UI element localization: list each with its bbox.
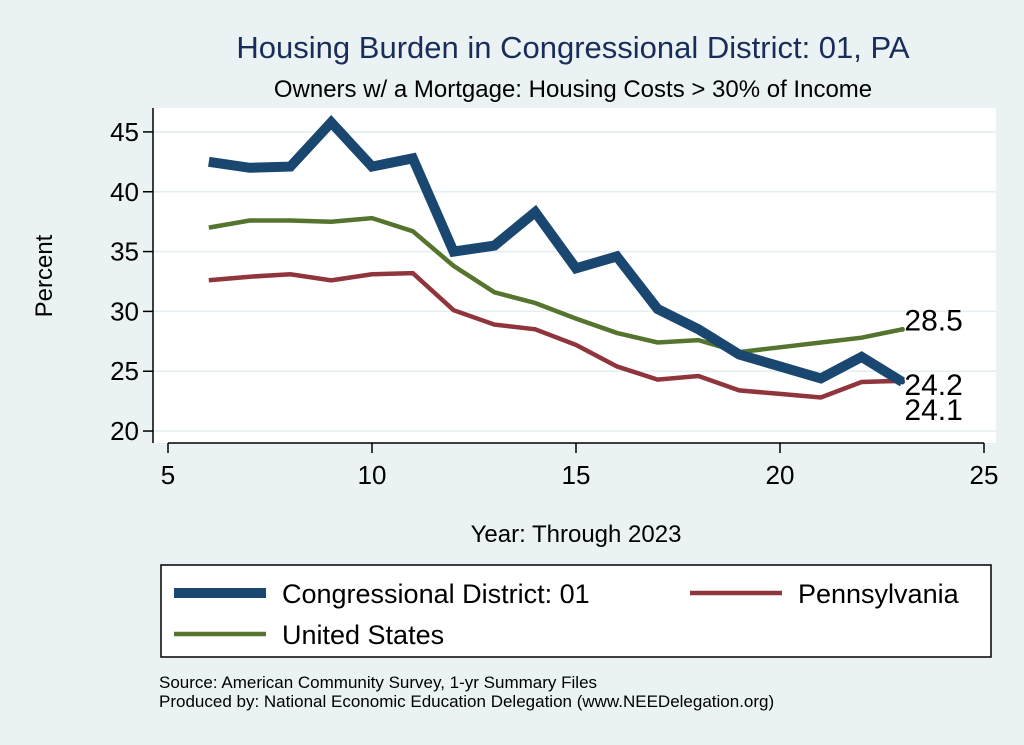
producer-note: Produced by: National Economic Education…: [159, 692, 774, 711]
y-tick-label: 45: [110, 117, 139, 147]
series-line: [208, 270, 903, 400]
x-tick-label: 25: [970, 460, 999, 490]
series-end-marker: [899, 326, 905, 332]
x-tick-label: 15: [562, 460, 591, 490]
y-tick-label: 30: [110, 296, 139, 326]
series-line: [208, 215, 903, 355]
series-lines: [208, 115, 906, 400]
legend-label: United States: [282, 620, 444, 650]
x-tick-label: 20: [766, 460, 795, 490]
legend: [160, 564, 992, 658]
axes: 20 25 30 35 40 45 5 10 15 20 25: [110, 108, 998, 490]
series-line: [208, 115, 906, 387]
x-tick-label: 10: [358, 460, 387, 490]
x-axis-label: Year: Through 2023: [471, 521, 682, 548]
source-note: Source: American Community Survey, 1-yr …: [159, 673, 597, 692]
end-label: 28.5: [904, 304, 962, 337]
end-label: 24.1: [904, 394, 962, 427]
series-end-marker: [899, 379, 905, 385]
y-tick-label: 35: [110, 237, 139, 267]
end-label: 24.2: [904, 369, 962, 402]
x-tick-label: 5: [161, 460, 175, 490]
legend-label: Congressional District: 01: [282, 579, 590, 609]
gridlines: [153, 131, 996, 432]
chart-subtitle: Owners w/ a Mortgage: Housing Costs > 30…: [274, 76, 872, 103]
y-axis-label: Percent: [31, 234, 58, 317]
y-tick-label: 20: [110, 416, 139, 446]
end-labels: 24.124.2 28.5: [904, 304, 962, 427]
chart-title: Housing Burden in Congressional District…: [236, 30, 909, 65]
legend-label: Pennsylvania: [798, 579, 960, 609]
legend-items: Congressional District: 01 Pennsylvania Un…: [174, 579, 960, 650]
y-tick-label: 25: [110, 356, 139, 386]
y-tick-label: 40: [110, 177, 139, 207]
